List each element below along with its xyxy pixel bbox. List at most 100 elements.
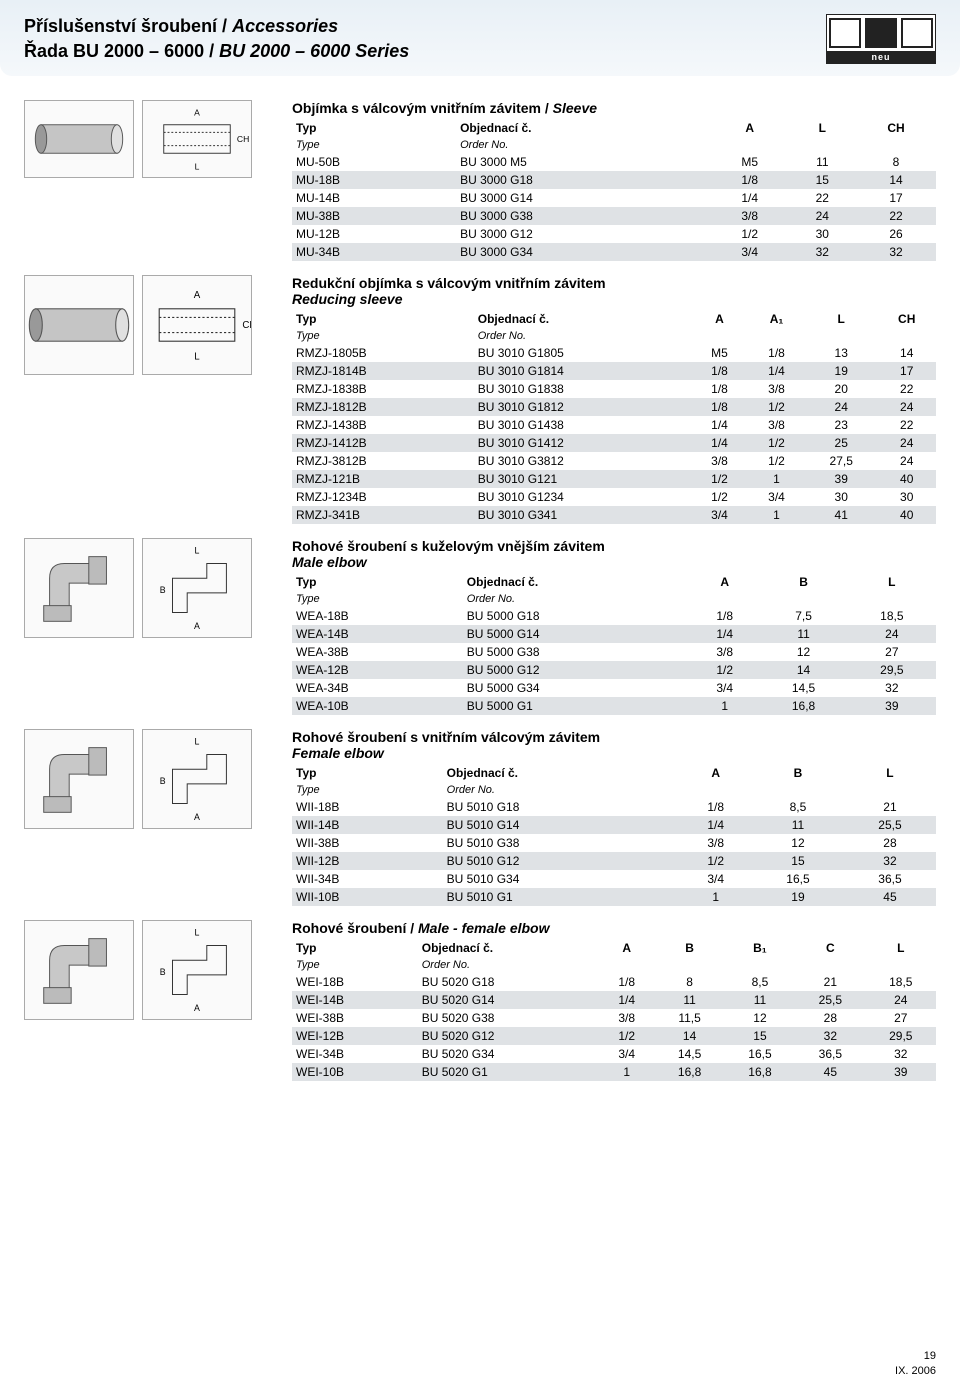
header-line-2: Řada BU 2000 – 6000 / BU 2000 – 6000 Ser… xyxy=(24,39,409,64)
col-header: L xyxy=(805,310,877,328)
header-line1-en: Accessories xyxy=(232,16,338,36)
cell: WEA-18B xyxy=(292,607,463,625)
cell: 19 xyxy=(752,888,844,906)
col-subheader: Type xyxy=(292,137,456,153)
cell: WEI-14B xyxy=(292,991,418,1009)
section-title-en: Reducing sleeve xyxy=(292,291,403,307)
cell: WEI-38B xyxy=(292,1009,418,1027)
product-drawing-icon: LBA xyxy=(142,538,252,638)
cell: BU 5020 G38 xyxy=(418,1009,599,1027)
col-header: L xyxy=(866,939,936,957)
cell: WII-18B xyxy=(292,798,443,816)
cell: 14,5 xyxy=(759,679,847,697)
cell: MU-12B xyxy=(292,225,456,243)
col-subheader: Order No. xyxy=(474,328,691,344)
cell: WII-38B xyxy=(292,834,443,852)
cell: 1/8 xyxy=(599,973,654,991)
col-subheader: Order No. xyxy=(463,591,690,607)
col-header: L xyxy=(789,119,856,137)
col-subheader xyxy=(748,328,805,344)
product-drawing-icon: ACHL xyxy=(142,275,252,375)
cell: BU 3010 G1234 xyxy=(474,488,691,506)
cell: 32 xyxy=(848,679,936,697)
cell: 24 xyxy=(848,625,936,643)
col-subheader: Order No. xyxy=(456,137,711,153)
cell: BU 3000 G18 xyxy=(456,171,711,189)
cell: WEA-38B xyxy=(292,643,463,661)
footer-date: IX. 2006 xyxy=(895,1364,936,1378)
cell: WEA-10B xyxy=(292,697,463,715)
cell: 12 xyxy=(752,834,844,852)
cell: 36,5 xyxy=(795,1045,865,1063)
page-number: 19 xyxy=(895,1349,936,1363)
section-title-cz: Rohové šroubení / xyxy=(292,920,418,936)
cell: 3/4 xyxy=(690,679,759,697)
cell: 36,5 xyxy=(844,870,936,888)
product-drawing-icon: ACHL xyxy=(142,100,252,178)
table-row: RMZJ-1838BBU 3010 G18381/83/82022 xyxy=(292,380,936,398)
cell: BU 3010 G341 xyxy=(474,506,691,524)
cell: 24 xyxy=(877,452,936,470)
cell: 28 xyxy=(795,1009,865,1027)
cell: 1/2 xyxy=(691,488,748,506)
cell: BU 5020 G34 xyxy=(418,1045,599,1063)
cell: 24 xyxy=(789,207,856,225)
cell: BU 5000 G14 xyxy=(463,625,690,643)
cell: 40 xyxy=(877,470,936,488)
cell: 32 xyxy=(789,243,856,261)
cell: 39 xyxy=(848,697,936,715)
section-title: Redukční objímka s válcovým vnitřním záv… xyxy=(292,275,936,307)
cell: M5 xyxy=(691,344,748,362)
cell: BU 5010 G18 xyxy=(443,798,680,816)
svg-text:A: A xyxy=(194,108,200,118)
cell: BU 5020 G14 xyxy=(418,991,599,1009)
thumb-group: LBA xyxy=(24,538,284,715)
cell: 24 xyxy=(877,434,936,452)
cell: WEA-14B xyxy=(292,625,463,643)
cell: 30 xyxy=(877,488,936,506)
cell: M5 xyxy=(711,153,789,171)
col-header: B₁ xyxy=(725,939,795,957)
header-title-block: Příslušenství šroubení / Accessories Řad… xyxy=(24,14,409,64)
col-header: CH xyxy=(877,310,936,328)
cell: 27 xyxy=(848,643,936,661)
cell: 25,5 xyxy=(795,991,865,1009)
cell: RMZJ-1412B xyxy=(292,434,474,452)
cell: 32 xyxy=(856,243,936,261)
cell: 25,5 xyxy=(844,816,936,834)
sections-container: ACHLObjímka s válcovým vnitřním závitem … xyxy=(0,100,960,1081)
page-header: Příslušenství šroubení / Accessories Řad… xyxy=(0,0,960,76)
cell: 45 xyxy=(795,1063,865,1081)
cell: 16,8 xyxy=(654,1063,724,1081)
cell: 14 xyxy=(759,661,847,679)
cell: WII-14B xyxy=(292,816,443,834)
cell: 40 xyxy=(877,506,936,524)
cell: 16,5 xyxy=(725,1045,795,1063)
col-subheader xyxy=(711,137,789,153)
col-header: C xyxy=(795,939,865,957)
cell: 11 xyxy=(725,991,795,1009)
cell: 8 xyxy=(654,973,724,991)
product-drawing-icon: LBA xyxy=(142,729,252,829)
cell: BU 5020 G1 xyxy=(418,1063,599,1081)
section-title-en: Sleeve xyxy=(553,100,597,116)
table-row: WEA-10BBU 5000 G1116,839 xyxy=(292,697,936,715)
cell: 39 xyxy=(866,1063,936,1081)
cell: 1/4 xyxy=(680,816,752,834)
cell: 16,8 xyxy=(759,697,847,715)
cell: WII-12B xyxy=(292,852,443,870)
cell: 3/4 xyxy=(748,488,805,506)
col-header: A xyxy=(680,764,752,782)
col-header: B xyxy=(654,939,724,957)
section-row: ACHLRedukční objímka s válcovým vnitřním… xyxy=(0,275,960,524)
cell: 32 xyxy=(795,1027,865,1045)
cell: 1 xyxy=(690,697,759,715)
cell: 26 xyxy=(856,225,936,243)
svg-text:A: A xyxy=(194,290,201,301)
cell: 18,5 xyxy=(866,973,936,991)
col-subheader xyxy=(866,957,936,973)
table-row: WEA-14BBU 5000 G141/41124 xyxy=(292,625,936,643)
col-subheader: Type xyxy=(292,782,443,798)
svg-text:L: L xyxy=(195,546,200,556)
col-header: Objednací č. xyxy=(463,573,690,591)
